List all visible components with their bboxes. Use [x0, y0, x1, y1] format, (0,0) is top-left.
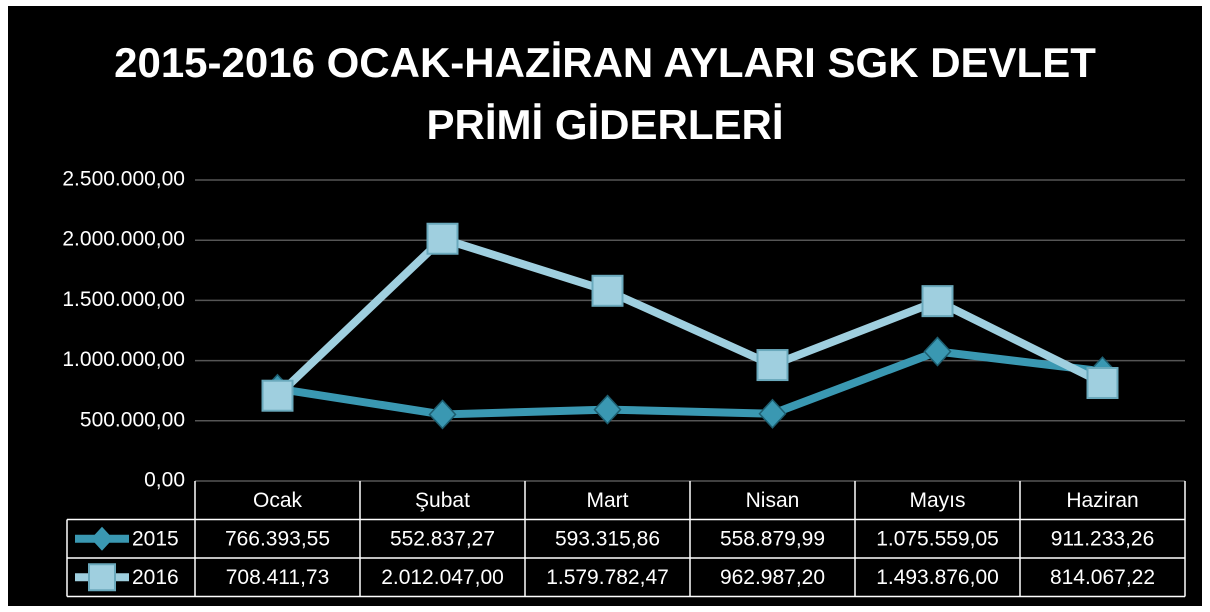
x-tick-label: Mayıs: [909, 489, 965, 512]
data-label: 558.879,99: [720, 527, 825, 550]
data-label: 552.837,27: [390, 527, 495, 550]
x-tick-label: Nisan: [746, 489, 800, 512]
legend-marker: [91, 526, 113, 551]
y-tick-label: 2.500.000,00: [62, 168, 185, 191]
legend-label: 2015: [132, 527, 179, 550]
x-tick-label: Ocak: [253, 489, 303, 512]
data-label: 766.393,55: [225, 527, 330, 550]
data-label: 962.987,20: [720, 566, 825, 589]
y-tick-label: 0,00: [144, 469, 185, 492]
legend-marker: [88, 563, 116, 592]
data-label: 708.411,73: [226, 566, 330, 589]
point: [593, 394, 622, 425]
point: [426, 222, 459, 255]
data-label: 814.067,22: [1050, 566, 1155, 589]
data-label: 593.315,86: [555, 527, 660, 550]
data-label: 911.233,26: [1051, 527, 1155, 550]
data-label: 1.579.782,47: [546, 566, 669, 589]
y-tick-label: 2.000.000,00: [62, 228, 185, 251]
point: [261, 379, 294, 412]
series-line: [276, 347, 1103, 419]
point: [758, 398, 787, 429]
legend-label: 2016: [132, 566, 179, 589]
point: [756, 349, 789, 382]
y-tick-label: 1.000.000,00: [62, 348, 185, 371]
chart-title: 2015-2016 OCAK-HAZİRAN AYLARI SGK DEVLET…: [114, 39, 1096, 148]
point: [921, 285, 954, 318]
data-label: 1.075.559,05: [876, 527, 999, 550]
data-label: 1.493.876,00: [876, 566, 999, 589]
y-tick-label: 500.000,00: [80, 408, 185, 431]
x-tick-label: Mart: [587, 489, 629, 512]
data-label: 2.012.047,00: [381, 566, 504, 589]
series-line: [274, 234, 1105, 399]
point: [923, 336, 952, 367]
x-tick-label: Haziran: [1066, 489, 1138, 512]
point: [428, 399, 457, 430]
point: [1086, 366, 1119, 399]
point: [591, 274, 624, 307]
x-tick-label: Şubat: [415, 489, 470, 512]
y-tick-label: 1.500.000,00: [62, 288, 185, 311]
